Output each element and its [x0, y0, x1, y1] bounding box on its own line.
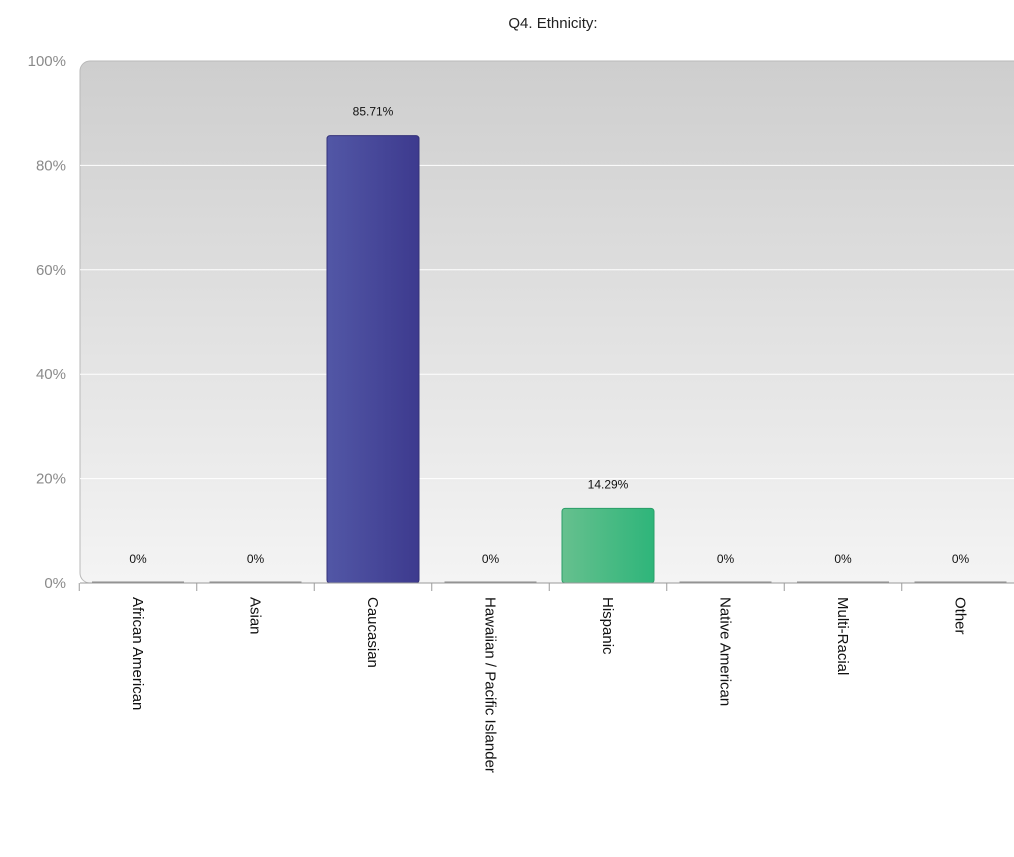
y-tick-label: 0%	[44, 575, 66, 592]
x-tick-label: Multi-Racial	[834, 597, 851, 675]
data-label: 0%	[717, 552, 735, 566]
x-tick-label: Caucasian	[364, 597, 381, 668]
plot-area	[79, 60, 1014, 584]
y-tick-label: 40%	[36, 366, 66, 383]
data-label: 0%	[247, 552, 265, 566]
x-tick-label: Asian	[247, 597, 264, 635]
x-tick-label: Hawaiian / Pacific Islander	[482, 597, 499, 773]
y-tick-label: 80%	[36, 157, 66, 174]
x-tick-label: African American	[129, 597, 146, 710]
data-label: 0%	[834, 552, 852, 566]
y-tick-label: 60%	[36, 262, 66, 279]
data-label: 0%	[129, 552, 147, 566]
data-label: 0%	[482, 552, 500, 566]
x-tick-label: Other	[952, 597, 969, 635]
gridlines	[80, 164, 1014, 480]
x-tick-label: Native American	[717, 597, 734, 706]
y-tick-label: 100%	[28, 53, 66, 70]
data-label: 0%	[952, 552, 970, 566]
y-tick-label: 20%	[36, 471, 66, 488]
bar-caucasian	[326, 135, 420, 584]
x-tick-label: Hispanic	[599, 597, 616, 655]
y-axis: 0% 20% 40% 60% 80% 100%	[28, 53, 66, 592]
data-labels: 0% 0% 85.71% 0% 14.29% 0% 0% 0%	[129, 105, 969, 566]
chart-title: Q4. Ethnicity:	[508, 15, 597, 32]
bar-hispanic	[561, 507, 655, 584]
bars	[92, 135, 1007, 584]
data-label: 14.29%	[588, 477, 629, 491]
x-axis: African American Asian Caucasian Hawaiian /…	[78, 582, 1014, 773]
data-label: 85.71%	[353, 105, 394, 119]
